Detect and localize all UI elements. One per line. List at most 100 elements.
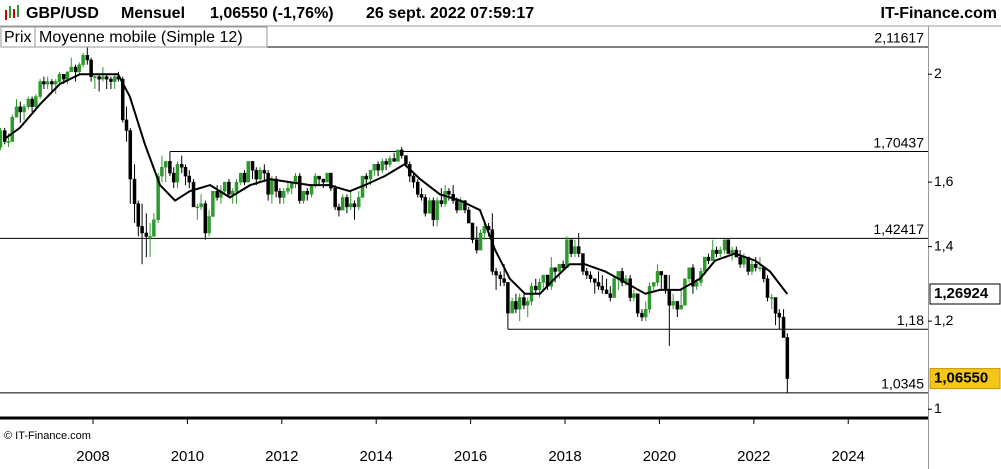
- candle-body: [675, 301, 680, 310]
- x-tick-label: 2010: [171, 448, 204, 465]
- candle-body: [120, 78, 125, 121]
- y-tick-label: 2: [934, 65, 942, 81]
- candle-body: [593, 278, 597, 283]
- ma-price-label: 1,26924: [934, 285, 989, 302]
- candle-body: [168, 161, 172, 174]
- candle-body: [144, 232, 149, 237]
- candle-body: [502, 278, 506, 283]
- candle-body: [254, 169, 259, 180]
- candle-body: [140, 226, 144, 234]
- candle-body: [203, 203, 208, 234]
- candle-body: [600, 285, 605, 291]
- candle-body: [399, 149, 404, 156]
- period: Mensuel: [121, 5, 185, 22]
- candle-body: [2, 130, 7, 142]
- candle-body: [667, 289, 672, 306]
- candle-body: [584, 271, 589, 276]
- candle-body: [687, 267, 691, 279]
- candle-body: [18, 106, 23, 113]
- candle-body: [569, 239, 573, 254]
- candle-body: [30, 98, 34, 107]
- candle-body: [42, 81, 46, 85]
- candle-body: [380, 161, 385, 171]
- symbol: GBP/USD: [26, 5, 99, 22]
- candle-body: [522, 297, 526, 306]
- candle-body: [691, 267, 695, 287]
- candle-body: [199, 203, 203, 208]
- candle-body: [50, 81, 54, 85]
- candle-body: [714, 249, 719, 254]
- candle-body: [215, 190, 219, 198]
- y-tick-label: 1: [934, 400, 942, 416]
- candle-body: [785, 337, 790, 379]
- candle-body: [384, 161, 388, 165]
- legend-item: Prix: [4, 29, 32, 46]
- candle-body: [628, 278, 632, 298]
- candle-body: [195, 206, 200, 209]
- candle-body: [317, 175, 321, 180]
- candle-body: [293, 175, 298, 183]
- candle-body: [643, 308, 648, 318]
- candle-body: [573, 246, 577, 254]
- candle-body: [191, 181, 196, 208]
- candle-body: [266, 172, 270, 195]
- candle-body: [635, 293, 640, 314]
- level-label: 1,42417: [873, 221, 924, 237]
- candle-body: [278, 190, 282, 198]
- candle-body: [171, 172, 176, 183]
- candle-body: [439, 200, 444, 204]
- candle-body: [297, 175, 302, 201]
- candle-body: [773, 297, 778, 314]
- candle-body: [34, 96, 38, 107]
- candle-body: [53, 81, 58, 85]
- level-label: 2,11617: [874, 30, 924, 46]
- level-label: 1,0345: [881, 376, 924, 392]
- candle-body: [345, 197, 349, 208]
- candle-body: [258, 169, 262, 180]
- candle-body: [364, 175, 369, 180]
- candle-body: [455, 200, 459, 211]
- candle-body: [124, 119, 129, 131]
- candle-body: [313, 175, 318, 186]
- close-price-label: 1,06550: [934, 370, 988, 387]
- change: 1,06550 (-1,76%): [210, 5, 334, 22]
- candle-body: [632, 293, 636, 298]
- candle-body: [722, 239, 727, 251]
- candle-body: [746, 256, 750, 272]
- candle-body: [702, 256, 707, 272]
- candle-body: [148, 236, 152, 238]
- legend-item: Moyenne mobile (Simple 12): [39, 29, 243, 46]
- candle-body: [246, 161, 251, 183]
- candle-body: [581, 253, 585, 272]
- candle-body: [742, 256, 746, 265]
- candle-body: [85, 55, 90, 61]
- x-tick-label: 2012: [265, 448, 298, 465]
- candle-body: [0, 130, 3, 148]
- candle-body: [175, 164, 180, 183]
- candle-body: [352, 203, 357, 208]
- candle-body: [183, 166, 188, 177]
- candle-body: [758, 267, 762, 270]
- candle-body: [222, 181, 227, 192]
- candle-body: [596, 282, 601, 287]
- candle-body: [443, 190, 447, 204]
- candle-body: [765, 278, 770, 298]
- candle-body: [329, 172, 333, 189]
- x-tick-label: 2022: [737, 448, 770, 465]
- candle-body: [132, 178, 137, 204]
- candle-body: [368, 169, 373, 180]
- candle-body: [647, 285, 652, 310]
- copyright: © IT-Finance.com: [4, 430, 91, 442]
- candle-body: [97, 76, 101, 80]
- candle-body: [706, 256, 711, 261]
- candle-body: [770, 297, 774, 299]
- candle-body: [321, 178, 326, 183]
- candle-body: [478, 232, 483, 251]
- candle-body: [238, 172, 243, 183]
- candle-body: [22, 106, 26, 113]
- candle-body: [101, 76, 105, 80]
- candle-body: [156, 175, 160, 221]
- candle-body: [490, 229, 495, 272]
